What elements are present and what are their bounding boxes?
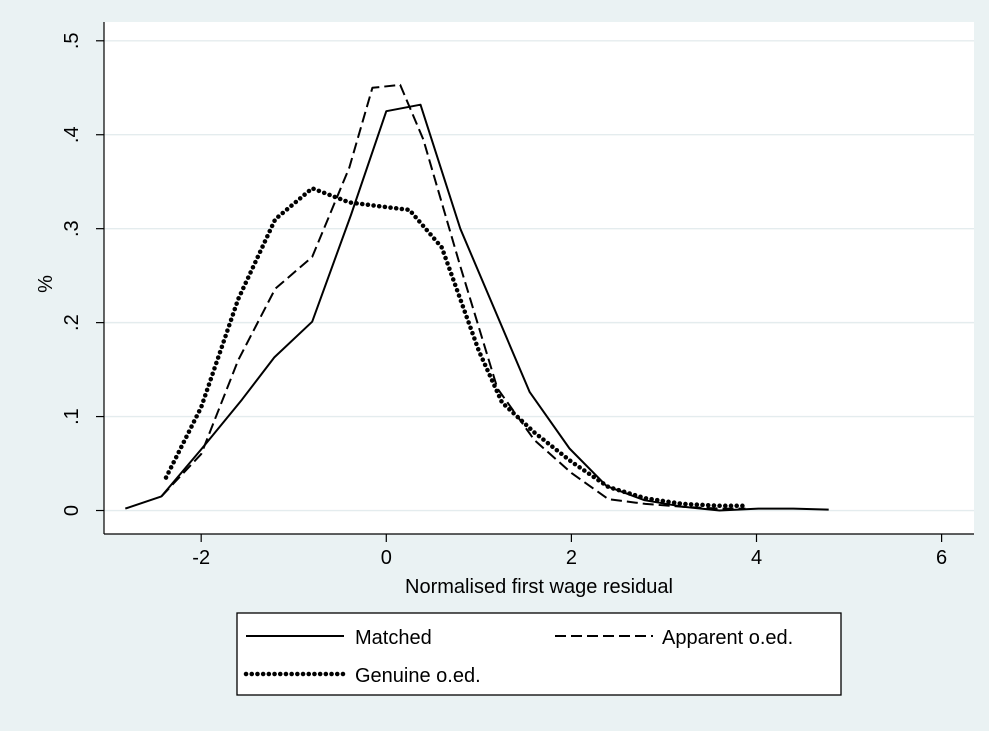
series-line-apparent <box>160 83 746 510</box>
x-tick-label: 4 <box>751 547 762 569</box>
y-tick-label: .4 <box>61 126 83 143</box>
series-line-genuine <box>163 186 748 509</box>
y-tick-label: 0 <box>61 505 83 516</box>
y-tick-label: .1 <box>61 408 83 425</box>
series-line-matched <box>124 103 829 512</box>
x-tick-label: 6 <box>936 547 947 569</box>
legend-box <box>236 612 842 696</box>
grid-lines <box>104 40 974 512</box>
legend-label-genuine: Genuine o.ed. <box>355 665 481 687</box>
y-tick-label: .5 <box>61 32 83 49</box>
y-tick-label: .2 <box>61 314 83 331</box>
legend-label-apparent: Apparent o.ed. <box>662 627 793 649</box>
x-tick-label: 0 <box>381 547 392 569</box>
axes <box>103 22 974 535</box>
x-axis-label: Normalised first wage residual <box>405 576 673 598</box>
x-tick-label: -2 <box>192 547 210 569</box>
x-tick-label: 2 <box>566 547 577 569</box>
legend: Matched Apparent o.ed. Genuine o.ed. <box>236 612 842 696</box>
y-axis-label: % <box>35 275 57 293</box>
plot-area <box>104 22 974 534</box>
ticks: 0 .1 .2 .3 .4 .5 -2 0 2 4 6 <box>61 32 947 569</box>
series-lines <box>124 83 829 512</box>
y-tick-label: .3 <box>61 220 83 237</box>
legend-label-matched: Matched <box>355 627 432 649</box>
